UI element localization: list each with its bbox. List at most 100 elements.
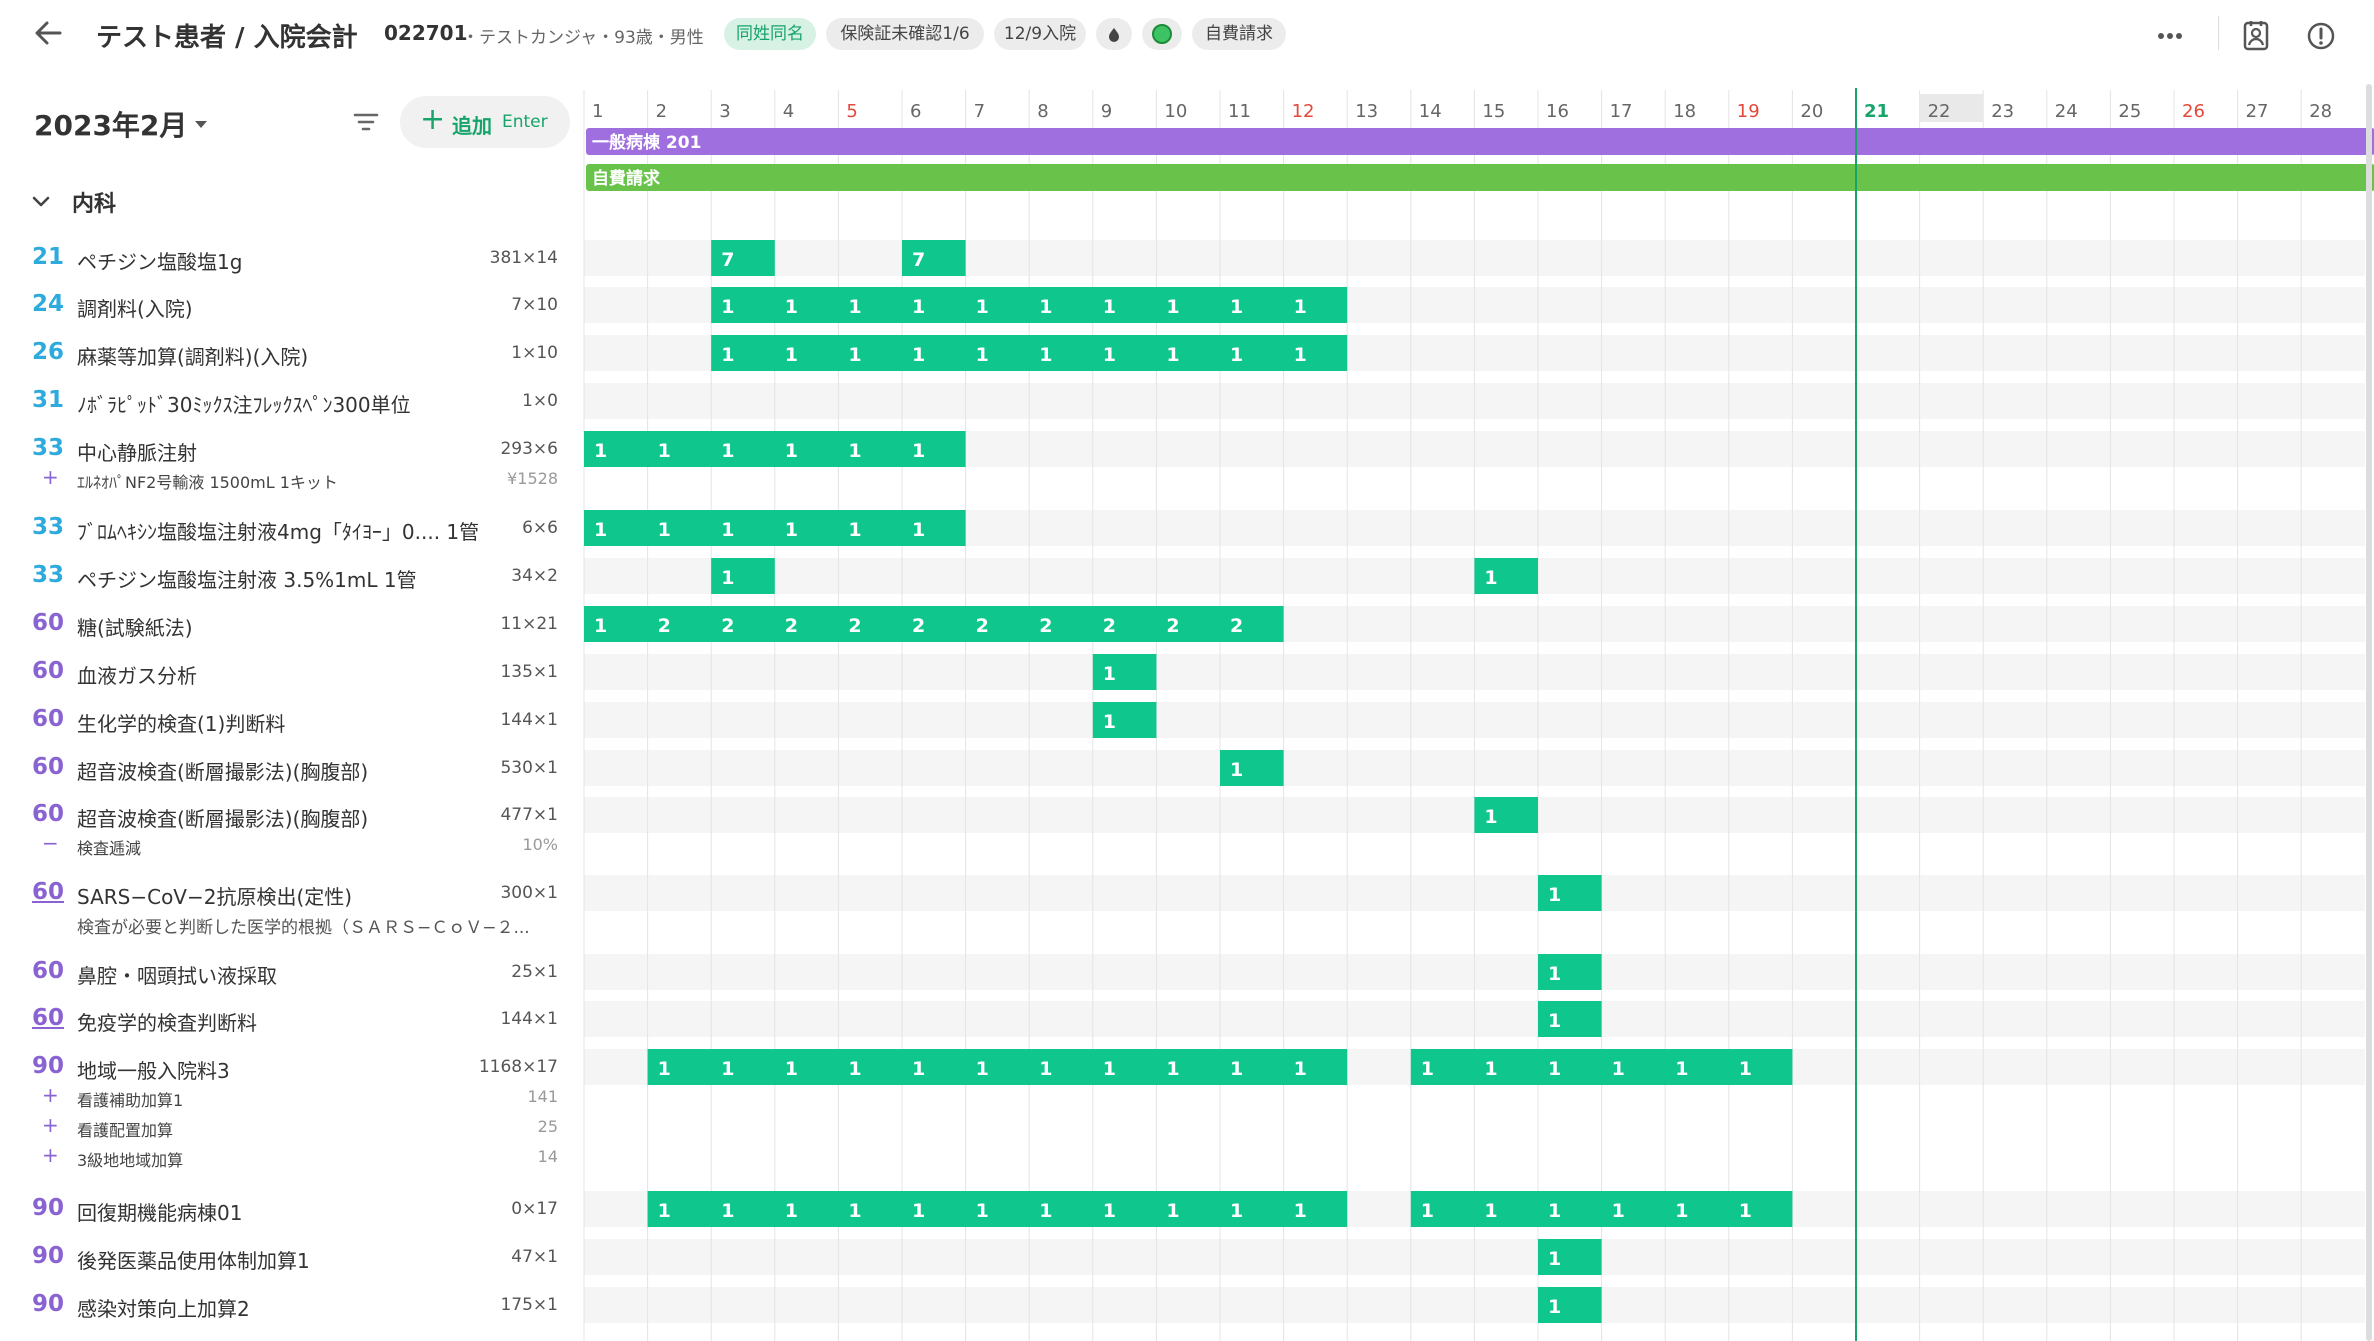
day-label[interactable]: 15 [1482, 101, 1505, 122]
billing-bar-cell[interactable] [584, 431, 966, 467]
day-label[interactable]: 4 [783, 101, 794, 122]
add-button[interactable]: + 追加 Enter [400, 96, 570, 148]
day-label[interactable]: 26 [2182, 101, 2205, 122]
list-item[interactable]: 33 ペチジン塩酸塩注射液 3.5%1mL 1管 34×2 [0, 560, 570, 592]
billing-bar-cell[interactable] [584, 606, 1284, 642]
list-item[interactable]: 60 超音波検査(断層撮影法)(胸腹部) 477×1 [0, 799, 570, 831]
billing-bar-cell[interactable] [1092, 654, 1157, 690]
list-item[interactable]: 33 中心静脈注射 293×6 [0, 433, 570, 465]
billing-bar-cell[interactable] [1474, 558, 1538, 594]
count-label: 1 [785, 1200, 798, 1222]
list-item[interactable]: 31 ﾉﾎﾞﾗﾋﾟｯﾄﾞ30ﾐｯｸｽ注ﾌﾚｯｸｽﾍﾟﾝ300単位 1×0 [0, 385, 570, 417]
billing-bar-cell[interactable] [1220, 750, 1284, 786]
day-label[interactable]: 22 [1928, 101, 1951, 122]
insurance-unverified-badge[interactable]: 保険証未確認1/6 [826, 18, 984, 50]
ward-bar[interactable] [586, 128, 2374, 155]
day-label[interactable]: 23 [1991, 101, 2014, 122]
count-label: 1 [1230, 296, 1243, 318]
list-item[interactable]: 21 ペチジン塩酸塩1g 381×14 [0, 242, 570, 274]
billing-bar-cell[interactable] [1092, 702, 1157, 738]
list-item[interactable]: 24 調剤料(入院) 7×10 [0, 289, 570, 321]
day-label[interactable]: 10 [1164, 101, 1187, 122]
day-label[interactable]: 3 [719, 101, 730, 122]
list-item[interactable]: 90 後発医薬品使用体制加算1 47×1 [0, 1241, 570, 1273]
list-item[interactable]: 90 回復期機能病棟01 0×17 [0, 1193, 570, 1225]
billing-bar-cell[interactable] [1538, 1001, 1602, 1037]
list-item[interactable]: 60 超音波検査(断層撮影法)(胸腹部) 530×1 [0, 752, 570, 784]
list-item[interactable]: 33 ﾌﾞﾛﾑﾍｷｼﾝ塩酸塩注射液4mg「ﾀｲﾖｰ」0.... 1管 6×6 [0, 512, 570, 544]
billing-bar-cell[interactable] [711, 558, 775, 594]
billing-bar-cell[interactable] [1538, 1239, 1602, 1275]
billing-bar-cell[interactable] [1474, 797, 1538, 833]
day-label[interactable]: 28 [2309, 101, 2332, 122]
day-label[interactable]: 16 [1546, 101, 1569, 122]
item-code[interactable]: 60 [32, 1005, 65, 1031]
billing-bar-cell[interactable] [711, 335, 1348, 371]
list-item[interactable]: 60 血液ガス分析 135×1 [0, 656, 570, 688]
count-label: 2 [1230, 615, 1243, 637]
sub-item[interactable]: + 看護配置加算 25 [0, 1113, 570, 1140]
alert-icon[interactable] [2301, 18, 2341, 54]
admission-date-badge[interactable]: 12/9入院 [994, 18, 1086, 50]
day-label[interactable]: 14 [1419, 101, 1442, 122]
sub-item-name: 検査逓減 [77, 839, 142, 858]
day-label[interactable]: 25 [2118, 101, 2141, 122]
billing-bar-cell[interactable] [1538, 1287, 1602, 1323]
day-label[interactable]: 27 [2246, 101, 2269, 122]
vertical-scrollbar[interactable] [2366, 84, 2372, 1341]
day-label[interactable]: 1 [592, 101, 603, 122]
month-selector[interactable]: 2023年2月 [34, 104, 208, 144]
list-item[interactable]: 90 地域一般入院料3 1168×17 [0, 1051, 570, 1083]
billing-bar[interactable] [586, 164, 2374, 191]
filter-icon[interactable] [350, 106, 382, 138]
list-item[interactable]: 60 糖(試験紙法) 11×21 [0, 608, 570, 640]
billing-bar-cell[interactable] [647, 1049, 1348, 1085]
count-label: 1 [1739, 1058, 1752, 1080]
status-dot-badge[interactable] [1142, 18, 1182, 50]
count-label: 1 [1103, 711, 1116, 733]
count-label: 1 [1484, 567, 1497, 589]
day-label[interactable]: 12 [1292, 101, 1315, 122]
sub-item[interactable]: +3級地地域加算 14 [0, 1143, 570, 1170]
billing-bar-cell[interactable] [902, 240, 966, 276]
billing-bar-cell[interactable] [711, 240, 775, 276]
day-label[interactable]: 18 [1673, 101, 1696, 122]
day-label[interactable]: 20 [1800, 101, 1823, 122]
day-label[interactable]: 11 [1228, 101, 1251, 122]
list-item[interactable]: 60 SARS−CoV−2抗原検出(定性) 300×1 [0, 877, 570, 909]
same-name-badge[interactable]: 同姓同名 [724, 18, 816, 50]
day-label[interactable]: 2 [656, 101, 667, 122]
list-item[interactable]: 60 鼻腔・咽頭拭い液採取 25×1 [0, 956, 570, 988]
day-label[interactable]: 24 [2055, 101, 2078, 122]
self-pay-badge[interactable]: 自費請求 [1192, 18, 1286, 50]
list-item[interactable]: 90 感染対策向上加算2 175×1 [0, 1289, 570, 1321]
day-label[interactable]: 5 [846, 101, 857, 122]
day-label[interactable]: 6 [910, 101, 921, 122]
more-icon[interactable] [2150, 18, 2190, 54]
billing-bar-cell[interactable] [1538, 954, 1602, 990]
billing-bar-cell[interactable] [1538, 875, 1602, 911]
sub-item[interactable]: + 看護補助加算1 141 [0, 1083, 570, 1110]
day-label[interactable]: 13 [1355, 101, 1378, 122]
patient-card-icon[interactable] [2236, 18, 2276, 54]
day-label[interactable]: 7 [974, 101, 985, 122]
day-label[interactable]: 9 [1101, 101, 1112, 122]
sub-item[interactable]: − 検査逓減 10% [0, 831, 570, 858]
item-code[interactable]: 60 [32, 879, 65, 905]
list-item[interactable]: 26 麻薬等加算(調剤料)(入院) 1×10 [0, 337, 570, 369]
list-item[interactable]: 60 免疫学的検査判断料 144×1 [0, 1003, 570, 1035]
list-item[interactable]: 60 生化学的検査(1)判断料 144×1 [0, 704, 570, 736]
day-label[interactable]: 17 [1610, 101, 1633, 122]
sub-item[interactable]: + ｴﾙﾈｵﾊﾟNF2号輸液 1500mL 1キット ¥1528 [0, 465, 570, 492]
back-arrow-icon[interactable] [30, 15, 66, 51]
day-label[interactable]: 21 [1864, 101, 1889, 122]
billing-bar-cell[interactable] [647, 1191, 1348, 1227]
billing-bar-cell[interactable] [1410, 1191, 1793, 1227]
day-label[interactable]: 8 [1037, 101, 1048, 122]
billing-bar-cell[interactable] [1410, 1049, 1793, 1085]
day-label[interactable]: 19 [1737, 101, 1760, 122]
drop-icon-badge[interactable] [1096, 18, 1132, 50]
count-label: 1 [1484, 1058, 1497, 1080]
billing-bar-cell[interactable] [711, 287, 1348, 323]
billing-bar-cell[interactable] [584, 510, 966, 546]
